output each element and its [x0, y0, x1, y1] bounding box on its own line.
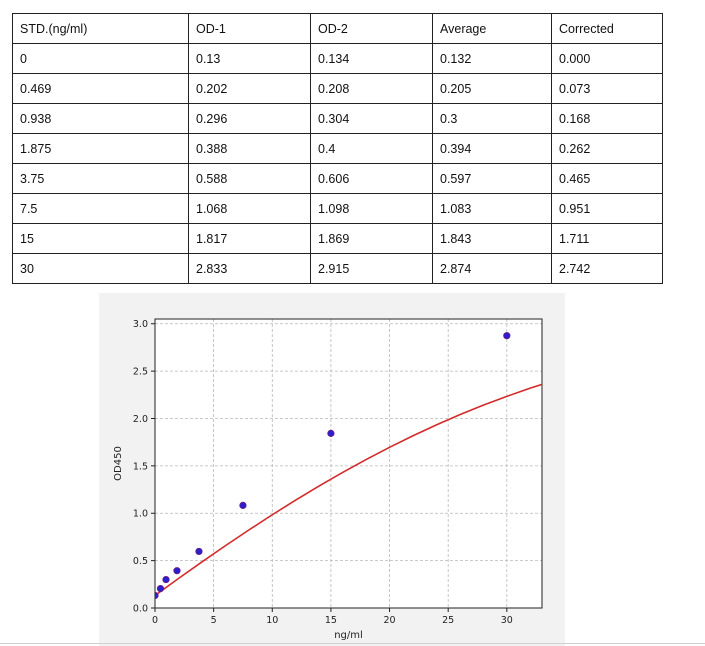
- table-cell: 0.938: [12, 103, 189, 134]
- table-cell: 0: [12, 43, 189, 74]
- table-cell: 0.208: [310, 73, 433, 104]
- table-row: 7.5 1.068 1.098 1.083 0.951: [12, 193, 663, 224]
- table-cell: 1.098: [310, 193, 433, 224]
- column-header: Corrected: [551, 13, 663, 44]
- table-cell: 0.588: [188, 163, 311, 194]
- column-header: OD-2: [310, 13, 433, 44]
- table-cell: 2.833: [188, 253, 311, 284]
- table-cell: 0.205: [432, 73, 552, 104]
- y-tick-label: 1.5: [133, 461, 148, 472]
- data-point: [195, 547, 203, 556]
- column-header: OD-1: [188, 13, 311, 44]
- standard-data-table: STD.(ng/ml) OD-1 OD-2 Average Corrected 0 0.13…: [12, 13, 663, 284]
- data-point: [173, 567, 181, 575]
- table-cell: 0.3: [432, 103, 552, 134]
- x-tick-label: 15: [325, 615, 337, 626]
- table-cell: 2.742: [551, 253, 663, 284]
- table-cell: 0.606: [310, 163, 433, 194]
- chart-svg: 0 5 10 15 20 25 30 0.0 0.5 1.0 1.5 2.0 2.5 3.0 ng/ml OD…: [113, 318, 543, 641]
- table-cell: 0.465: [551, 163, 663, 194]
- table-cell: 0.597: [432, 163, 552, 194]
- table-cell: 0.000: [551, 43, 663, 74]
- table-cell: 0.134: [310, 43, 433, 74]
- table-row: 30 2.833 2.915 2.874 2.742: [12, 253, 663, 284]
- table-cell: 1.711: [551, 223, 663, 254]
- data-point: [162, 575, 170, 584]
- table-cell: 0.13: [188, 43, 311, 74]
- data-point: [503, 332, 511, 340]
- page-divider: [0, 643, 705, 644]
- column-header: STD.(ng/ml): [12, 13, 189, 44]
- data-point: [155, 591, 159, 600]
- plot-frame: [154, 318, 543, 609]
- column-header: Average: [432, 13, 552, 44]
- table-cell: 2.915: [310, 253, 433, 284]
- table-row: 15 1.817 1.869 1.843 1.711: [12, 223, 663, 254]
- table-cell: 0.388: [188, 133, 311, 164]
- y-tick-label: 0.0: [133, 604, 148, 615]
- plot-area: [155, 319, 542, 608]
- table-cell: 1.083: [432, 193, 552, 224]
- table-cell: 0.296: [188, 103, 311, 134]
- y-tick-label: 3.0: [133, 319, 148, 330]
- table-cell: 0.132: [432, 43, 552, 74]
- y-tick-label: 2.0: [133, 414, 148, 425]
- table-cell: 0.304: [310, 103, 433, 134]
- table-cell: 0.168: [551, 103, 663, 134]
- table-row: 3.75 0.588 0.606 0.597 0.465: [12, 163, 663, 194]
- table-cell: 0.202: [188, 73, 311, 104]
- table-cell: 0.394: [432, 133, 552, 164]
- standard-curve-chart: 0 5 10 15 20 25 30 0.0 0.5 1.0 1.5 2.0 2.5 3.0 ng/ml OD…: [99, 293, 565, 646]
- table-cell: 1.875: [12, 133, 189, 164]
- table-cell: 0.951: [551, 193, 663, 224]
- table-cell: 0.469: [12, 73, 189, 104]
- table-cell: 1.068: [188, 193, 311, 224]
- x-tick-label: 20: [383, 615, 395, 626]
- table-row: 0.469 0.202 0.208 0.205 0.073: [12, 73, 663, 104]
- table-header-row: STD.(ng/ml) OD-1 OD-2 Average Corrected: [12, 13, 663, 44]
- y-tick-label: 2.5: [133, 367, 148, 378]
- table-cell: 1.843: [432, 223, 552, 254]
- x-tick-label: 10: [266, 615, 278, 626]
- fit-curve-line: [155, 383, 542, 597]
- x-tick-label: 25: [442, 615, 454, 626]
- table-cell: 0.073: [551, 73, 663, 104]
- data-point: [239, 501, 247, 509]
- x-axis-label: ng/ml: [334, 630, 363, 641]
- table-cell: 30: [12, 253, 189, 284]
- table-row: 0.938 0.296 0.304 0.3 0.168: [12, 103, 663, 134]
- y-tick-label: 1.0: [133, 509, 148, 520]
- table-cell: 0.4: [310, 133, 433, 164]
- table-row: 0 0.13 0.134 0.132 0.000: [12, 43, 663, 74]
- x-tick-label: 0: [152, 615, 158, 626]
- table-cell: 2.874: [432, 253, 552, 284]
- table-row: 1.875 0.388 0.4 0.394 0.262: [12, 133, 663, 164]
- data-point: [327, 429, 335, 437]
- table-cell: 3.75: [12, 163, 189, 194]
- x-tick-label: 30: [501, 615, 513, 626]
- table-cell: 1.869: [310, 223, 433, 254]
- x-tick-label: 5: [211, 615, 217, 626]
- y-axis-label: OD450: [113, 446, 124, 481]
- table-cell: 7.5: [12, 193, 189, 224]
- data-point: [156, 584, 165, 593]
- y-tick-label: 0.5: [133, 556, 148, 567]
- table-cell: 15: [12, 223, 189, 254]
- table-cell: 0.262: [551, 133, 663, 164]
- table-cell: 1.817: [188, 223, 311, 254]
